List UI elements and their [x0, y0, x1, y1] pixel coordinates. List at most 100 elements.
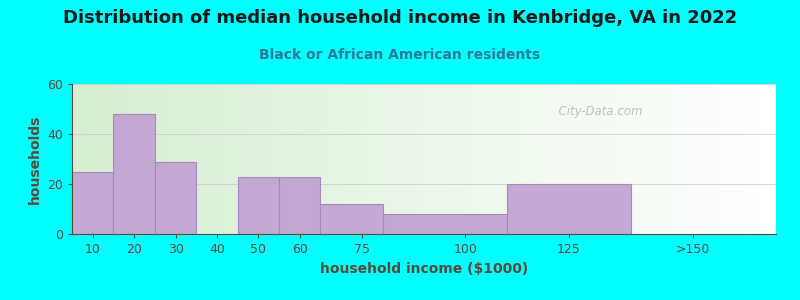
Bar — [612, 84, 614, 234]
Bar — [182, 84, 185, 234]
Bar — [117, 84, 119, 234]
Bar — [206, 84, 209, 234]
Bar — [398, 84, 401, 234]
Bar — [344, 84, 347, 234]
Bar — [154, 84, 157, 234]
Bar — [720, 84, 722, 234]
Bar — [706, 84, 708, 234]
Bar — [678, 84, 680, 234]
Bar — [602, 84, 605, 234]
Bar — [689, 84, 692, 234]
Bar — [476, 84, 478, 234]
Bar — [450, 84, 453, 234]
Bar — [354, 84, 356, 234]
Bar — [370, 84, 373, 234]
Bar — [361, 84, 363, 234]
Bar — [72, 84, 74, 234]
Bar — [243, 84, 246, 234]
Bar — [203, 84, 206, 234]
Bar — [384, 84, 387, 234]
Bar — [652, 84, 654, 234]
Bar — [441, 84, 443, 234]
Bar — [266, 84, 270, 234]
Bar — [119, 84, 122, 234]
Bar — [309, 84, 312, 234]
Bar — [518, 84, 521, 234]
Bar — [654, 84, 657, 234]
Bar — [304, 84, 307, 234]
Bar — [750, 84, 753, 234]
Bar — [372, 84, 375, 234]
Bar — [661, 84, 664, 234]
Bar — [762, 84, 765, 234]
Bar — [142, 84, 145, 234]
Bar — [161, 84, 164, 234]
Bar — [726, 84, 730, 234]
Bar — [306, 84, 310, 234]
Bar — [534, 84, 537, 234]
Bar — [90, 84, 94, 234]
Bar — [311, 84, 314, 234]
Bar — [218, 84, 220, 234]
Bar — [93, 84, 96, 234]
Bar — [650, 84, 652, 234]
Bar — [323, 84, 326, 234]
Bar — [314, 84, 317, 234]
Bar — [497, 84, 499, 234]
Bar — [605, 84, 607, 234]
Bar — [351, 84, 354, 234]
Bar — [300, 84, 302, 234]
Text: City-Data.com: City-Data.com — [550, 104, 642, 118]
Bar — [539, 84, 542, 234]
Bar — [663, 84, 666, 234]
Bar — [645, 84, 647, 234]
Bar — [112, 84, 114, 234]
Bar — [562, 84, 566, 234]
Bar — [138, 84, 141, 234]
Bar — [250, 84, 253, 234]
Bar — [414, 84, 418, 234]
Bar — [736, 84, 739, 234]
Bar — [166, 84, 169, 234]
Bar — [374, 84, 378, 234]
Bar — [708, 84, 710, 234]
Bar — [173, 84, 176, 234]
Bar — [492, 84, 495, 234]
Y-axis label: households: households — [27, 114, 42, 204]
Bar — [614, 84, 617, 234]
Bar — [675, 84, 678, 234]
Bar — [126, 84, 129, 234]
Bar — [145, 84, 147, 234]
Bar — [72, 172, 114, 234]
Bar — [100, 84, 103, 234]
Bar — [260, 84, 262, 234]
Bar — [288, 84, 290, 234]
Bar — [114, 84, 117, 234]
Bar — [718, 84, 720, 234]
Bar — [499, 84, 502, 234]
Bar — [290, 84, 293, 234]
Bar — [213, 84, 215, 234]
Bar — [208, 84, 211, 234]
Bar — [98, 84, 101, 234]
Text: Distribution of median household income in Kenbridge, VA in 2022: Distribution of median household income … — [63, 9, 737, 27]
Bar — [135, 84, 138, 234]
Bar — [722, 84, 725, 234]
X-axis label: household income ($1000): household income ($1000) — [320, 262, 528, 276]
Bar — [628, 84, 631, 234]
Bar — [738, 84, 742, 234]
Bar — [520, 84, 523, 234]
Bar — [279, 176, 321, 234]
Bar — [107, 84, 110, 234]
Bar — [133, 84, 136, 234]
Bar — [588, 84, 591, 234]
Bar — [548, 84, 551, 234]
Bar — [696, 84, 699, 234]
Bar — [74, 84, 77, 234]
Bar — [326, 84, 328, 234]
Bar — [668, 84, 671, 234]
Bar — [694, 84, 697, 234]
Bar — [525, 84, 528, 234]
Bar — [544, 84, 546, 234]
Bar — [546, 84, 549, 234]
